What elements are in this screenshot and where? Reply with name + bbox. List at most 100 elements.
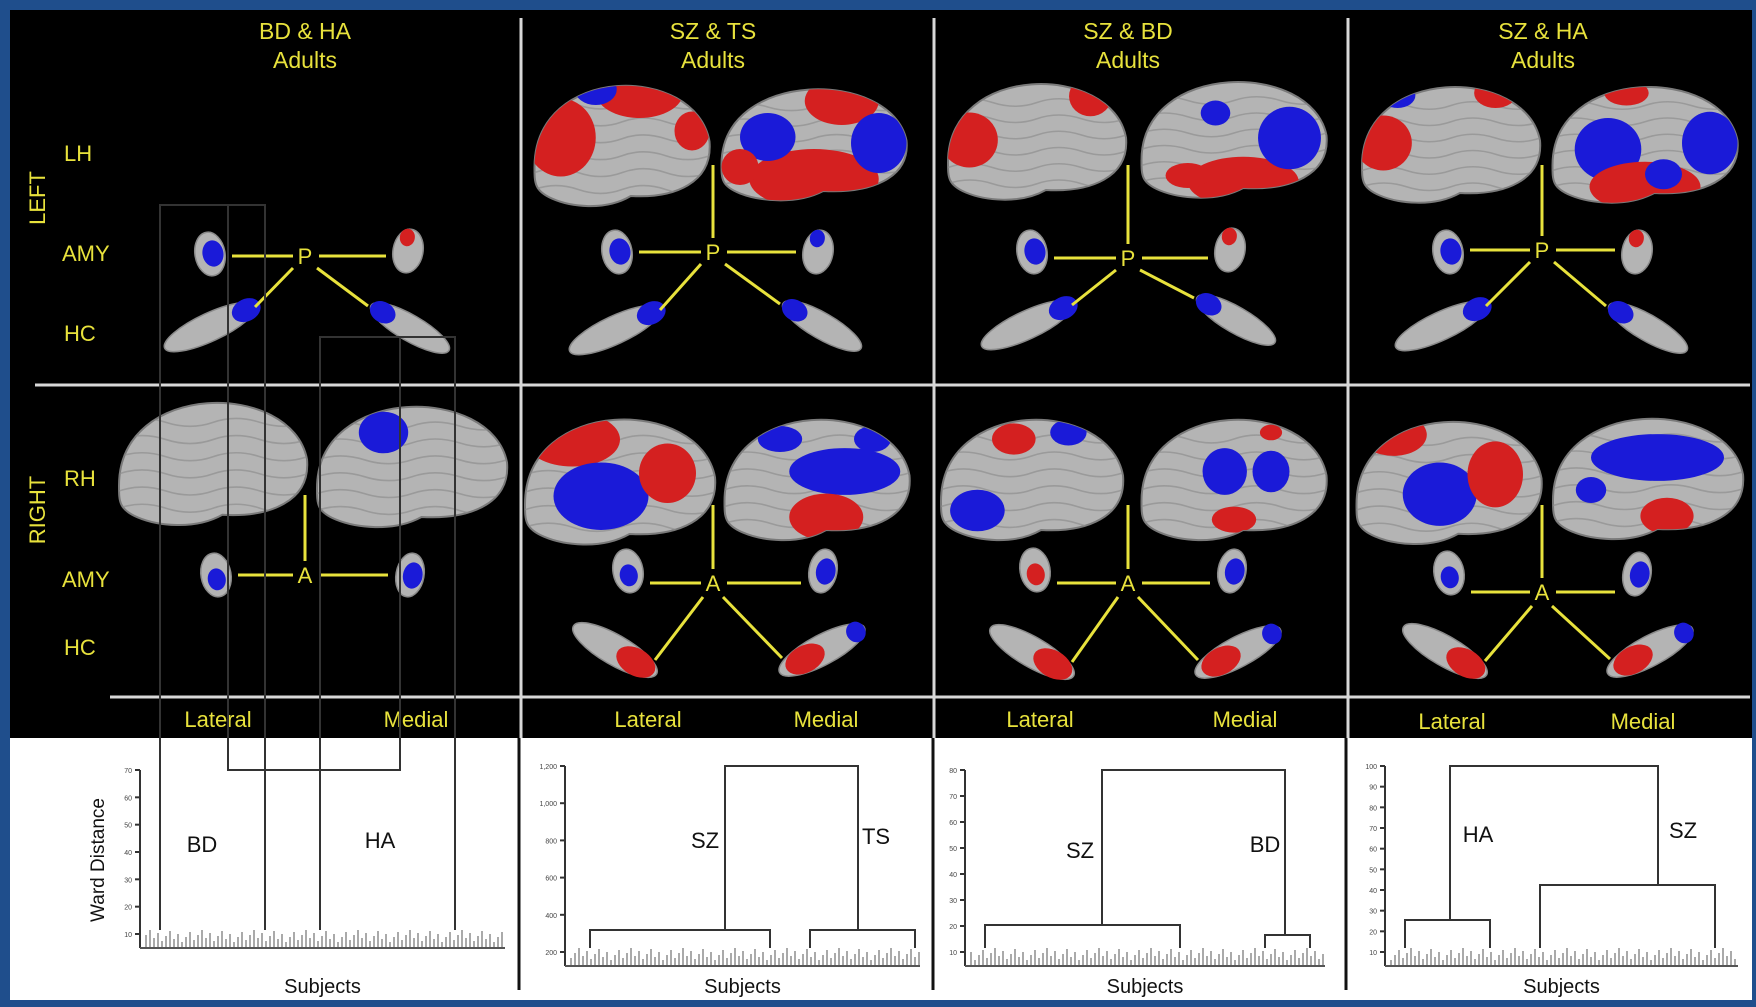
hippocampus-right-medial-4 — [1606, 622, 1694, 678]
dendrogram-tick-label: 800 — [545, 838, 557, 845]
amy-label-left: AMY — [62, 241, 110, 266]
hippocampus-right-medial-2 — [778, 621, 866, 677]
increase-region — [1467, 441, 1523, 508]
dendrogram-tick-label: 10 — [949, 950, 957, 957]
decrease-region — [1202, 448, 1247, 495]
link-hippocampus-lateral — [1483, 605, 1534, 662]
hippocampus-left-medial-3 — [1195, 292, 1277, 346]
lateral-label-2: Lateral — [614, 707, 681, 732]
dendrogram-tick-label: 80 — [949, 768, 957, 775]
increase-region — [1165, 163, 1210, 188]
amygdala-left-lateral-2 — [600, 229, 634, 275]
link-hippocampus-medial — [316, 266, 369, 308]
hub-label-p-4: P — [1535, 238, 1550, 263]
decrease-region — [1462, 297, 1492, 322]
amygdala-right-lateral-3 — [1018, 547, 1052, 593]
dendrogram-tick-label: 60 — [949, 820, 957, 827]
connection-networks: P A P A P A P A — [232, 165, 1615, 663]
dendrogram-xlabel-2: Subjects — [704, 976, 781, 998]
dendrogram-tick-label: 40 — [1369, 888, 1377, 895]
brain-renderings — [117, 81, 1745, 681]
hippocampus-left-medial-2 — [781, 298, 863, 352]
brain-rh-medial-4 — [1551, 417, 1745, 541]
dendrogram-tick-label: 70 — [949, 794, 957, 801]
link-hippocampus-lateral — [1070, 596, 1120, 663]
amygdala-left-medial-3 — [1213, 227, 1247, 273]
dendrogram-tick-label: 100 — [1365, 764, 1377, 771]
dendrogram-tick-label: 80 — [1369, 805, 1377, 812]
dendrogram-root-link — [724, 765, 859, 930]
dendrogram-ylabel: Ward Distance — [88, 798, 109, 922]
increase-region — [721, 149, 759, 185]
brain-rh-medial-3 — [1140, 418, 1328, 542]
dendrogram-3 — [960, 769, 1311, 966]
increase-region — [804, 89, 879, 125]
amygdala-left-medial-2 — [801, 229, 835, 275]
increase-region — [1221, 227, 1237, 246]
dendrogram-leaves-1 — [140, 930, 505, 949]
dendrograms: 70 60 50 40 30 20 10 BD HA Subjects 1,200 1,000 800 6… — [88, 204, 1738, 998]
decrease-region — [1575, 477, 1607, 503]
dendrogram-tick-label: 60 — [1369, 847, 1377, 854]
dendrogram-tick-label: 20 — [1369, 929, 1377, 936]
link-hippocampus-medial — [1550, 604, 1612, 661]
lh-label: LH — [64, 141, 92, 166]
decrease-region — [1402, 462, 1477, 526]
dendrogram-tick-label: 50 — [124, 823, 132, 830]
dendrogram-2 — [560, 765, 916, 966]
brain-lh-medial-3 — [1140, 81, 1328, 199]
dendrogram-xlabel-4: Subjects — [1523, 976, 1600, 998]
medial-label-3: Medial — [1213, 707, 1278, 732]
dendrogram-tick-label: 50 — [949, 846, 957, 853]
link-hippocampus-lateral — [253, 266, 295, 309]
decrease-region — [1645, 159, 1682, 190]
dendrogram-root-link — [1101, 769, 1286, 935]
amygdala-left-medial-1 — [391, 228, 425, 274]
column-subtitle-4: Adults — [1511, 47, 1575, 73]
network-1 — [232, 254, 388, 577]
dendrogram-group-left-1: BD — [187, 832, 218, 857]
decrease-region — [1252, 450, 1290, 493]
hippocampus-right-lateral-4 — [1402, 622, 1488, 680]
dendrogram-4 — [1380, 765, 1716, 966]
dendrogram-tick-label: 1,200 — [539, 764, 557, 771]
hippocampus-left-lateral-2 — [568, 301, 666, 356]
hub-label-a-4: A — [1535, 580, 1550, 605]
increase-region — [785, 643, 825, 675]
increase-region — [1446, 647, 1486, 679]
dendrogram-1 — [135, 204, 456, 948]
increase-region — [1628, 229, 1644, 248]
decrease-region — [1048, 296, 1078, 321]
decrease-region — [609, 238, 631, 265]
brain-rh-lateral-3 — [939, 418, 1125, 542]
decrease-region — [1440, 238, 1462, 265]
dendrogram-xlabel-3: Subjects — [1107, 976, 1184, 998]
dendrogram-tick-label: 70 — [1369, 826, 1377, 833]
dendrogram-left-cluster — [159, 204, 266, 930]
link-hippocampus-medial — [721, 595, 784, 660]
increase-region — [639, 443, 696, 503]
dendrogram-root-link — [1449, 765, 1659, 920]
decrease-region — [1258, 106, 1321, 170]
amygdala-left-medial-4 — [1620, 229, 1654, 275]
dendrogram-group-right-4: SZ — [1669, 818, 1697, 843]
decrease-region — [636, 301, 666, 326]
dendrogram-tick-label: 40 — [124, 850, 132, 857]
hippocampus-right-lateral-3 — [989, 623, 1075, 681]
amygdala-left-lateral-1 — [193, 231, 227, 277]
medial-label-1: Medial — [384, 707, 449, 732]
medial-label-2: Medial — [794, 707, 859, 732]
dendrogram-tick-label: 50 — [1369, 867, 1377, 874]
decrease-region — [1591, 434, 1724, 481]
amygdala-right-lateral-4 — [1432, 550, 1466, 596]
column-title-4: SZ & HA — [1498, 18, 1588, 44]
dendrogram-root-link — [227, 205, 401, 771]
dendrogram-tick-label: 20 — [124, 905, 132, 912]
hub-label-a-1: A — [298, 563, 313, 588]
dendrogram-tick-label: 10 — [124, 932, 132, 939]
increase-region — [1201, 645, 1241, 677]
dendrogram-left-cluster — [589, 929, 771, 948]
hub-label-a-2: A — [706, 571, 721, 596]
decrease-region — [757, 426, 803, 452]
dendrogram-right-cluster — [319, 336, 456, 930]
